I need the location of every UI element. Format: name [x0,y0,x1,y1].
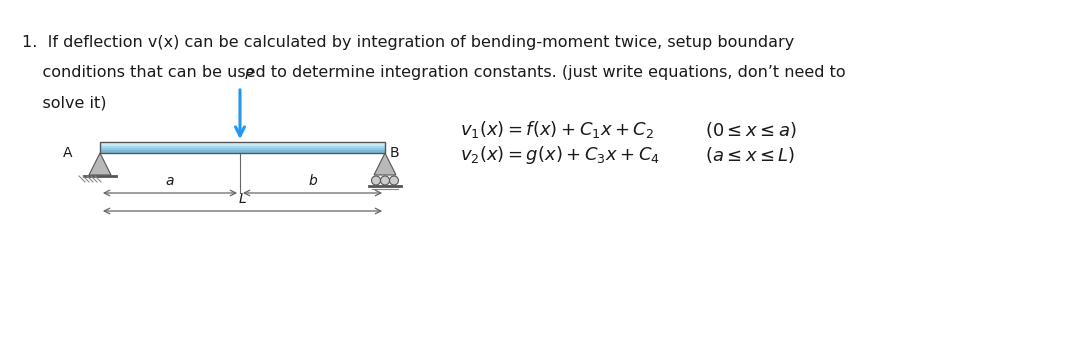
Text: b: b [309,174,317,188]
Text: $(0 \leq x \leq a)$: $(0 \leq x \leq a)$ [705,120,797,140]
Text: conditions that can be used to determine integration constants. (just write equa: conditions that can be used to determine… [22,65,846,80]
Text: A: A [62,146,72,160]
Bar [100,146,385,148]
Bar [100,142,385,153]
Text: 1.  If deflection v(x) can be calculated by integration of bending-moment twice,: 1. If deflection v(x) can be calculated … [22,35,794,50]
Circle shape [381,176,389,185]
Text: $v_2(x) = g(x)+C_3x+C_4$: $v_2(x) = g(x)+C_3x+C_4$ [460,144,660,166]
Polygon shape [374,153,396,175]
Bar [100,144,385,146]
Text: P: P [245,68,254,82]
Polygon shape [89,153,111,175]
Bar [100,150,385,153]
Circle shape [389,176,399,185]
Text: L: L [239,192,246,206]
Text: $(a \leq x \leq L)$: $(a \leq x \leq L)$ [705,145,796,165]
Text: B: B [390,146,400,160]
Bar [100,148,385,150]
Text: solve it): solve it) [22,95,106,110]
Circle shape [372,176,381,185]
Text: a: a [166,174,174,188]
Text: $v_1(x) = f(x)+C_1x+C_2$: $v_1(x) = f(x)+C_1x+C_2$ [460,120,655,141]
Bar [100,142,385,144]
